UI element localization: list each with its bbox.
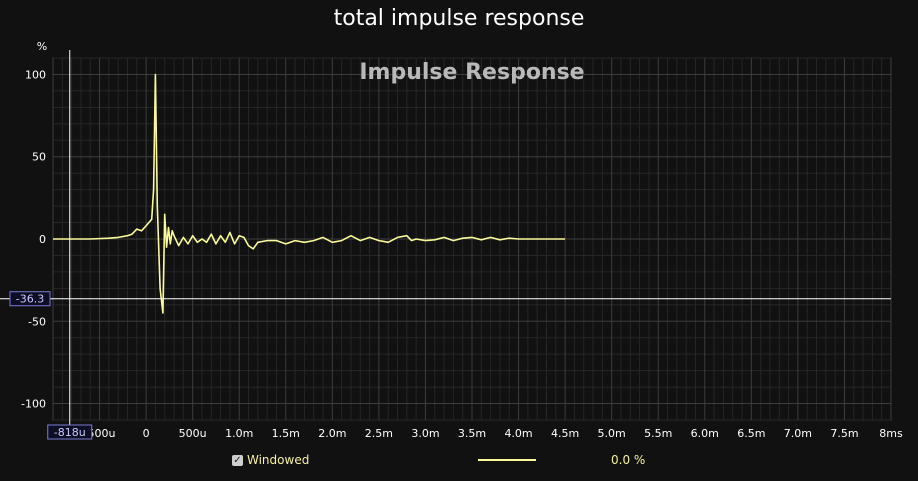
- x-tick-label: 2.0m: [318, 427, 346, 440]
- cursor-layer[interactable]: -36.3 -818u: [0, 50, 891, 440]
- x-tick-label: 0: [143, 427, 150, 440]
- window-title: total impulse response: [333, 6, 585, 31]
- x-tick-label: 4.5m: [551, 427, 579, 440]
- legend-line-swatch: [478, 459, 536, 461]
- cursor-x-readout: -818u: [54, 426, 86, 439]
- x-tick-label: 6.5m: [737, 427, 765, 440]
- y-tick-labels: 100 50 0 -50 -100: [21, 68, 46, 410]
- impulse-response-series-line: [53, 73, 566, 314]
- x-tick-label: 3.0m: [411, 427, 439, 440]
- x-tick-label: 3.5m: [458, 427, 486, 440]
- x-tick-label: 5.0m: [598, 427, 626, 440]
- y-tick-label: -100: [21, 398, 46, 411]
- x-tick-label: 8ms: [879, 427, 903, 440]
- windowed-label: Windowed: [247, 453, 310, 467]
- x-tick-label: 1.0m: [225, 427, 253, 440]
- y-tick-label: 100: [25, 68, 46, 81]
- cursor-x-readout-box: [47, 424, 93, 440]
- legend-value: 0.0 %: [611, 453, 646, 467]
- windowed-checkbox[interactable]: ✓: [232, 454, 243, 466]
- x-tick-label: 2.5m: [365, 427, 393, 440]
- x-tick-label: 500u: [179, 427, 207, 440]
- chart-title: Impulse Response: [359, 60, 584, 85]
- cursor-y-readout-box: [9, 291, 51, 307]
- x-tick-label: 1.5m: [272, 427, 300, 440]
- y-tick-label: -50: [28, 315, 46, 328]
- x-tick-label: 4.0m: [504, 427, 532, 440]
- y-tick-label: 50: [32, 151, 46, 164]
- windowed-checkbox-toggle[interactable]: ✓ Windowed: [232, 451, 309, 469]
- grid-layer: [52, 57, 892, 421]
- cursor-y-readout: -36.3: [16, 293, 44, 306]
- y-axis-unit-label: %: [37, 40, 47, 53]
- x-tick-label: 5.5m: [644, 427, 672, 440]
- x-tick-labels: -1-500u0500u1.0m1.5m2.0m2.5m3.0m3.5m4.0m…: [48, 427, 903, 440]
- y-tick-label: 0: [39, 233, 46, 246]
- x-tick-label: 6.0m: [691, 427, 719, 440]
- series-layer: [53, 73, 566, 314]
- x-tick-label: 7.5m: [830, 427, 858, 440]
- x-tick-label: 7.0m: [784, 427, 812, 440]
